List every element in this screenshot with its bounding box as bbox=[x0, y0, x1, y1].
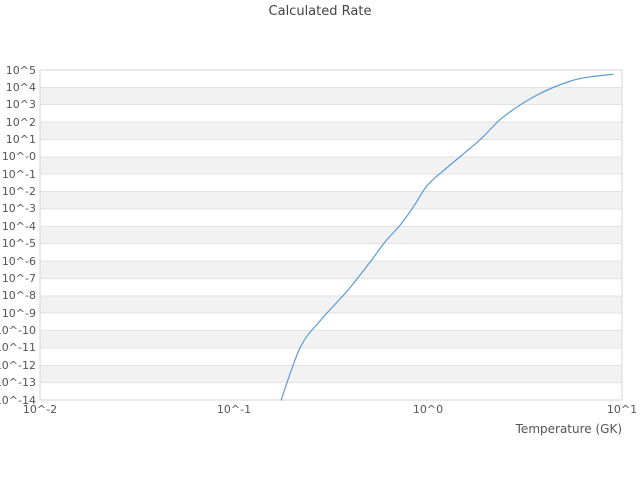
decade-band bbox=[40, 156, 622, 175]
decade-band bbox=[40, 365, 622, 383]
y-tick-label: 10^1 bbox=[5, 133, 36, 146]
y-tick-label: 10^-4 bbox=[1, 219, 36, 233]
y-tick-label: 10^-0 bbox=[1, 150, 36, 164]
y-tick-label: 10^-5 bbox=[1, 237, 36, 251]
y-tick-label: 10^5 bbox=[5, 63, 36, 77]
plot-border bbox=[39, 69, 623, 401]
y-tick-label: 10^-8 bbox=[1, 289, 36, 303]
decade-band bbox=[40, 122, 622, 140]
y-tick-label: 10^-2 bbox=[1, 185, 36, 199]
x-tick-label: 10^0 bbox=[412, 403, 444, 416]
x-tick-label: 10^-2 bbox=[22, 403, 58, 416]
y-tick-label: 10^-3 bbox=[1, 202, 36, 216]
y-tick-label: 10^4 bbox=[5, 80, 36, 94]
y-tick-label: 10^-10 bbox=[0, 324, 36, 337]
rate-curve bbox=[280, 73, 614, 401]
y-tick-label: 10^-1 bbox=[1, 167, 36, 181]
decade-band bbox=[40, 87, 622, 105]
y-tick-label: 10^-6 bbox=[1, 254, 36, 268]
y-tick-label: 10^-11 bbox=[0, 341, 36, 355]
decade-band bbox=[40, 295, 622, 314]
y-tick-label: 10^-14 bbox=[0, 393, 36, 407]
y-tick-label: 10^-12 bbox=[0, 358, 36, 372]
y-tick-label: 10^-7 bbox=[1, 271, 36, 285]
y-tick-label: 10^2 bbox=[5, 115, 36, 129]
y-tick-label: 10^3 bbox=[5, 98, 36, 112]
x-tick-label: 10^1 bbox=[606, 403, 638, 416]
chart-title: Calculated Rate bbox=[268, 4, 372, 19]
decade-band bbox=[40, 191, 622, 209]
decade-band bbox=[40, 261, 622, 279]
y-tick-label: 10^-13 bbox=[0, 376, 36, 390]
decade-band bbox=[40, 226, 622, 244]
x-tick-label: 10^-1 bbox=[216, 403, 252, 416]
decade-band bbox=[40, 330, 622, 348]
x-axis-title: Temperature (GK) bbox=[515, 422, 622, 436]
y-tick-label: 10^-9 bbox=[1, 306, 36, 320]
